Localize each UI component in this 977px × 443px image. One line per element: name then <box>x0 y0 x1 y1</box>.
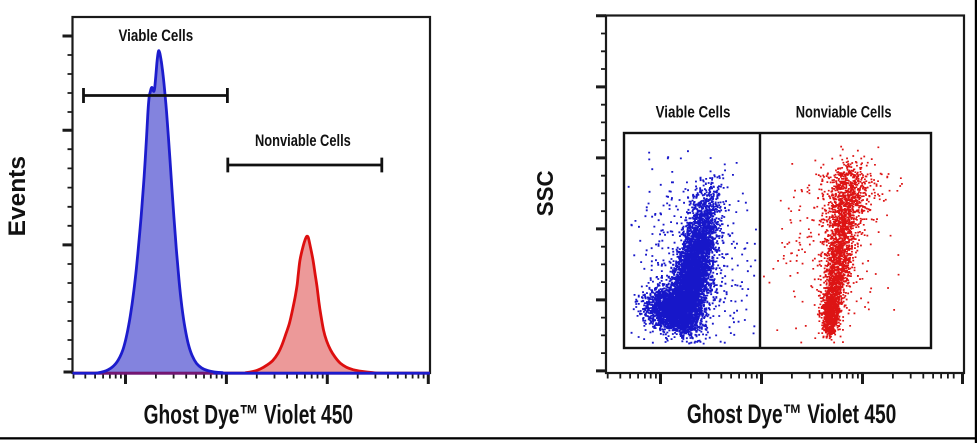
svg-text:Ghost Dye™ Violet 450: Ghost Dye™ Violet 450 <box>687 399 896 429</box>
svg-text:Ghost Dye™ Violet 450: Ghost Dye™ Violet 450 <box>144 399 353 429</box>
svg-text:Events: Events <box>4 156 31 236</box>
svg-text:Nonviable Cells: Nonviable Cells <box>255 132 351 150</box>
svg-text:Viable Cells: Viable Cells <box>118 28 193 45</box>
svg-text:SSC: SSC <box>532 170 558 216</box>
svg-text:Nonviable Cells: Nonviable Cells <box>796 104 892 122</box>
svg-text:Viable Cells: Viable Cells <box>656 104 731 121</box>
